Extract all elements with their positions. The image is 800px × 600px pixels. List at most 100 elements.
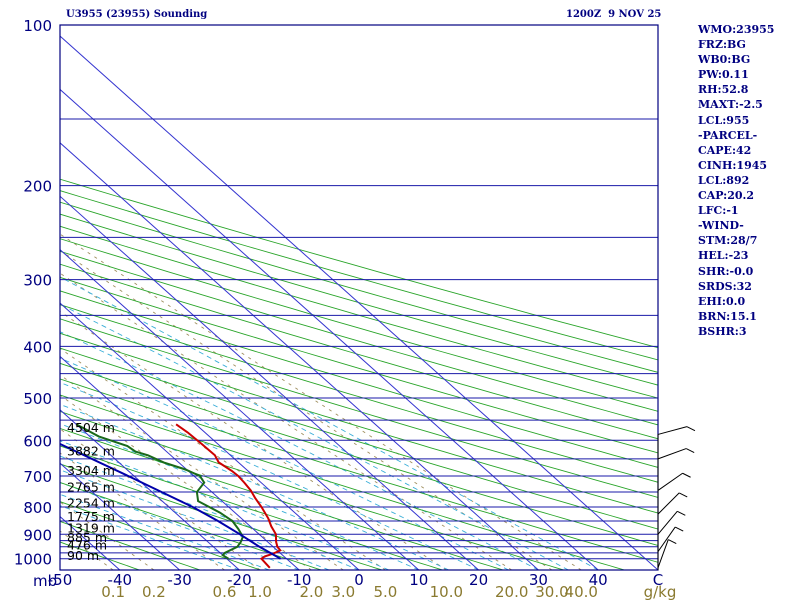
height-label: 476 m <box>67 537 107 552</box>
dry-adiabat-line <box>60 201 658 373</box>
parcel-line <box>60 442 282 560</box>
index-row: -WIND- <box>698 219 744 233</box>
pressure-label: 500 <box>23 390 52 408</box>
mixing-ratio-label: 0.6 <box>213 583 237 600</box>
dry-adiabat-line <box>60 304 658 483</box>
index-row: SHR:-0.0 <box>698 264 754 278</box>
pressure-label: 200 <box>23 178 52 196</box>
pressure-label: 300 <box>23 272 52 290</box>
height-label: 1319 m <box>67 521 115 536</box>
index-row: WB0:BG <box>698 53 751 67</box>
dry-adiabat-line <box>60 445 443 570</box>
dry-adiabat-line <box>60 190 658 361</box>
wind-barb <box>657 426 688 435</box>
moist-adiabat-line <box>60 357 509 570</box>
moist-adiabat-line <box>60 381 479 570</box>
temperature-label: -40 <box>108 571 133 589</box>
temperature-axis-labels: -50 -40 -30 -20 -10 0 10 20 30 40 C <box>48 571 663 589</box>
dry-adiabat-line <box>60 213 658 386</box>
height-label: 2254 m <box>67 496 115 511</box>
mixing-ratio-labels: 0.1 0.2 0.6 1.0 2.0 3.0 5.0 10.0 20.0 30.040.0 g/k… <box>101 583 676 600</box>
index-row: PW:0.11 <box>698 68 749 82</box>
mixing-ratio-label: g/kg <box>644 583 677 600</box>
temperature-label: -30 <box>167 571 192 589</box>
index-row: EHI:0.0 <box>698 294 746 308</box>
index-row: CAPE:42 <box>698 143 752 157</box>
mixing-ratio-label: 1.0 <box>248 583 272 600</box>
index-row: RH:52.8 <box>698 83 749 97</box>
dry-adiabat-line <box>60 332 658 514</box>
dry-adiabat-line <box>60 263 658 440</box>
pressure-axis-labels: 100 200 300 400 500 600 700 800 900 1000 mb <box>14 17 57 590</box>
isotherm-line <box>60 409 240 570</box>
height-label: 885 m <box>67 530 107 545</box>
wind-barbs <box>657 426 696 570</box>
index-row: WMO:23955 <box>698 23 775 36</box>
moist-adiabat-line <box>60 440 390 570</box>
mixing-ratio-line <box>60 428 261 570</box>
pressure-label: 600 <box>23 432 52 450</box>
dry-adiabat-line <box>60 520 201 570</box>
wind-barb <box>657 526 676 552</box>
temperature-label: 30 <box>529 571 548 589</box>
isotherm-line <box>60 88 599 570</box>
mixing-ratio-line <box>60 530 114 570</box>
index-row: LCL:892 <box>698 173 750 187</box>
index-row: HEL:-23 <box>698 249 749 263</box>
wind-barb <box>657 492 680 515</box>
temperature-label: 0 <box>354 571 364 589</box>
temperature-label: -20 <box>227 571 252 589</box>
wind-barb-flag <box>678 492 688 498</box>
moist-adiabat-line <box>60 482 300 570</box>
mixing-ratio-label: 0.1 <box>101 583 125 600</box>
mixing-ratio-label: 0.2 <box>142 583 166 600</box>
height-label: 90 m <box>67 548 99 563</box>
moist-adiabat-line <box>60 276 599 570</box>
height-label: 3304 m <box>67 463 115 478</box>
dry-adiabat-line <box>60 178 658 349</box>
mixing-ratio-line <box>60 233 582 570</box>
temperature-label: -50 <box>48 571 73 589</box>
pressure-label: 100 <box>23 17 52 35</box>
mixing-ratio-label: 3.0 <box>331 583 355 600</box>
profile-lines <box>60 423 282 569</box>
wind-barb-flag <box>677 510 686 516</box>
dry-adiabat-line <box>60 290 658 468</box>
pressure-label: 900 <box>23 526 52 544</box>
moist-adiabat-line <box>60 493 270 570</box>
wind-barb <box>657 448 687 460</box>
dry-adiabat-line <box>60 501 261 570</box>
index-row: LCL:955 <box>698 113 750 127</box>
isotherm-line <box>60 569 61 570</box>
mixing-ratio-label: 10.0 <box>430 583 463 600</box>
height-label: 3882 m <box>67 443 115 458</box>
pressure-unit-label: mb <box>33 572 57 590</box>
height-label: 1775 m <box>67 509 115 524</box>
mixing-ratio-label: 30.0 <box>535 583 568 600</box>
dry-adiabat-line <box>60 238 658 412</box>
dry-adiabat-line <box>60 250 658 426</box>
dry-adiabat-line <box>60 410 564 570</box>
wind-barb <box>657 472 683 491</box>
temperature-label: -10 <box>287 571 312 589</box>
dry-adiabat-line <box>60 463 383 570</box>
moist-adiabat-line <box>60 403 449 570</box>
dry-adiabat-line <box>60 427 504 570</box>
pressure-label: 800 <box>23 499 52 517</box>
pressure-label: 1000 <box>14 551 52 569</box>
mixing-ratio-line <box>60 452 225 570</box>
isotherm-line <box>60 462 180 570</box>
pressure-label: 700 <box>23 468 52 486</box>
isotherm-line <box>60 35 658 570</box>
dry-adiabat-line <box>60 362 658 546</box>
wind-barb-flag <box>685 448 695 454</box>
temperature-line <box>175 423 282 569</box>
wind-barb-flag <box>682 472 691 478</box>
index-row: -PARCEL- <box>698 128 758 142</box>
moist-adiabat-line <box>60 331 539 570</box>
index-row: CINH:1945 <box>698 158 768 172</box>
isotherm-line <box>60 302 360 570</box>
plot-frame <box>59 24 659 571</box>
